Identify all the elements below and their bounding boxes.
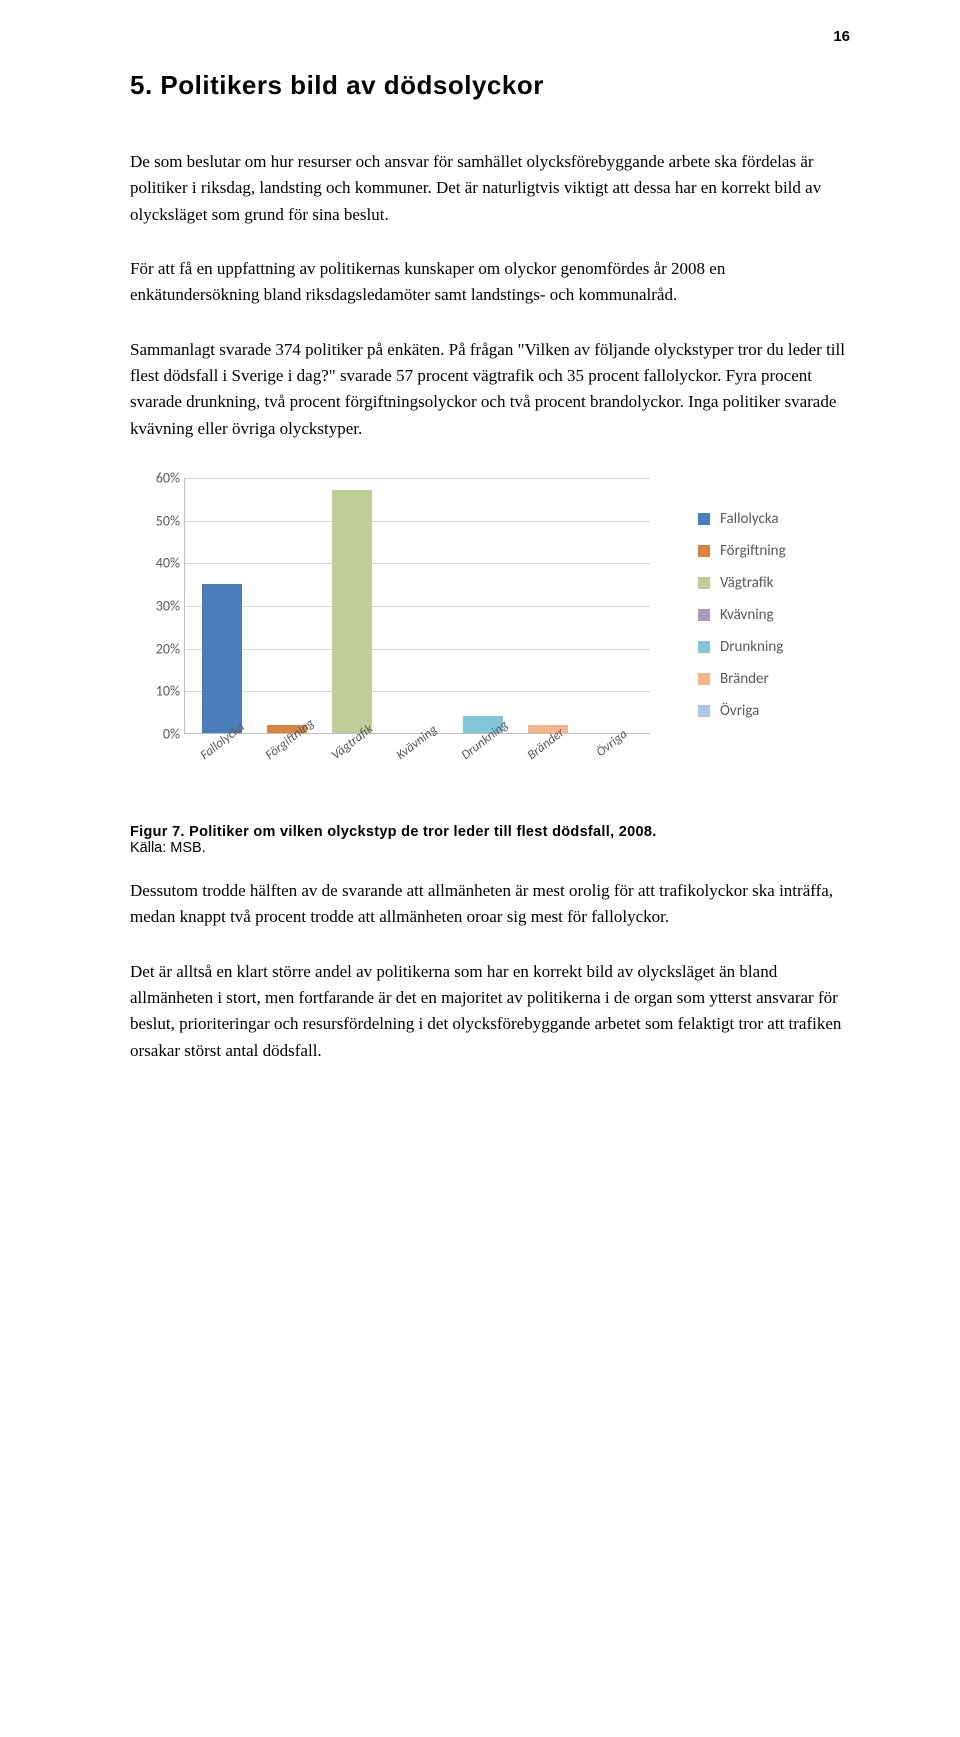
legend-label: Bränder — [720, 670, 769, 688]
legend-label: Förgiftning — [720, 542, 786, 560]
x-tick-label: Förgiftning — [263, 727, 328, 794]
bar — [332, 490, 372, 733]
x-tick-label: Fallolycka — [197, 727, 262, 794]
y-tick-label: 50% — [130, 512, 180, 529]
paragraph-4: Dessutom trodde hälften av de svarande a… — [130, 878, 850, 931]
legend-item: Förgiftning — [698, 542, 786, 560]
bar — [202, 584, 242, 733]
legend-label: Drunkning — [720, 638, 783, 656]
y-tick-label: 40% — [130, 555, 180, 572]
legend-label: Fallolycka — [720, 510, 779, 528]
legend-swatch — [698, 545, 710, 557]
legend-swatch — [698, 577, 710, 589]
x-tick-label: Vägtrafik — [328, 727, 393, 794]
x-tick-label: Kvävning — [394, 727, 459, 794]
y-tick-label: 10% — [130, 683, 180, 700]
x-tick-label: Övriga — [590, 727, 655, 794]
legend-swatch — [698, 609, 710, 621]
legend-swatch — [698, 513, 710, 525]
legend-item: Vägtrafik — [698, 574, 786, 592]
chart-container: 0% 10% 20% 30% 40% 50% 60% Fallolycka Förgiftni… — [130, 470, 850, 790]
paragraph-5: Det är alltså en klart större andel av p… — [130, 959, 850, 1064]
legend-swatch — [698, 705, 710, 717]
legend-swatch — [698, 641, 710, 653]
bar-chart: 0% 10% 20% 30% 40% 50% 60% FallolyckaFörgiftni… — [130, 470, 650, 790]
y-tick-label: 60% — [130, 470, 180, 487]
x-tick-label: Drunkning — [459, 727, 524, 794]
legend-label: Vägtrafik — [720, 574, 774, 592]
legend-label: Övriga — [720, 702, 759, 720]
legend-label: Kvävning — [720, 606, 774, 624]
legend-item: Övriga — [698, 702, 786, 720]
section-heading: 5. Politikers bild av dödsolyckor — [130, 70, 850, 101]
legend-swatch — [698, 673, 710, 685]
x-tick-label: Bränder — [525, 727, 590, 794]
legend-item: Drunkning — [698, 638, 786, 656]
y-tick-label: 30% — [130, 598, 180, 615]
legend-item: Bränder — [698, 670, 786, 688]
legend-item: Kvävning — [698, 606, 786, 624]
x-axis-labels: FallolyckaFörgiftningVägtrafikKvävningDr… — [184, 736, 650, 790]
page: 16 5. Politikers bild av dödsolyckor De … — [0, 0, 960, 1152]
chart-legend: Fallolycka Förgiftning Vägtrafik Kvävning Dr… — [698, 510, 786, 734]
y-tick-label: 20% — [130, 640, 180, 657]
paragraph-1: De som beslutar om hur resurser och ansv… — [130, 149, 850, 228]
plot-area — [184, 478, 650, 734]
paragraph-3: Sammanlagt svarade 374 politiker på enkä… — [130, 337, 850, 442]
y-tick-label: 0% — [130, 726, 180, 743]
paragraph-2: För att få en uppfattning av politikerna… — [130, 256, 850, 309]
bars — [185, 478, 650, 733]
figure-caption: Figur 7. Politiker om vilken olyckstyp d… — [130, 824, 850, 856]
legend-item: Fallolycka — [698, 510, 786, 528]
caption-source: Källa: MSB. — [130, 840, 206, 856]
page-number: 16 — [833, 28, 850, 45]
caption-title: Figur 7. Politiker om vilken olyckstyp d… — [130, 824, 657, 840]
